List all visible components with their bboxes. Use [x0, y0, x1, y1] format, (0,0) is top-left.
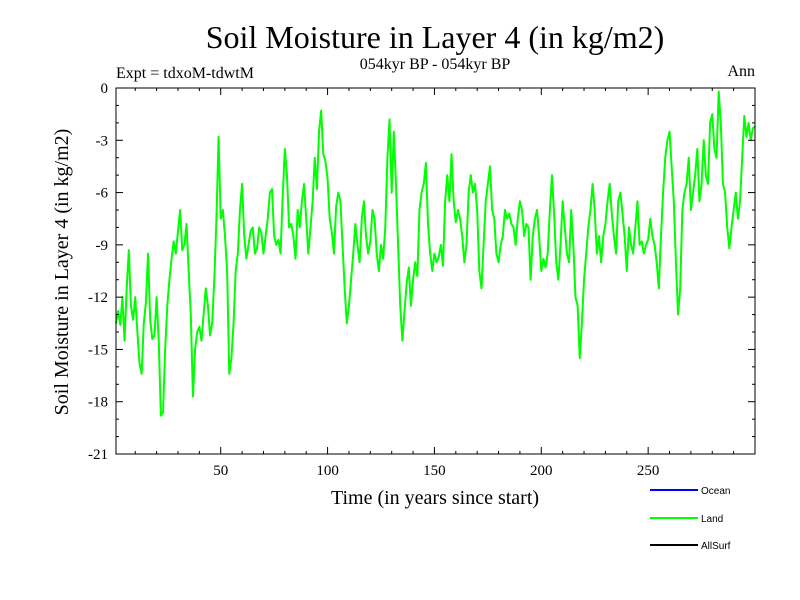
y-tick-label: 0 — [101, 81, 109, 97]
y-tick-label: -9 — [96, 238, 109, 254]
x-tick-label: 50 — [213, 463, 228, 479]
x-tick-label: 200 — [530, 463, 553, 479]
ticks-layer: 0 -3 -6 -9 -12 -15 -18 -21 50 100 150 200 250 — [88, 81, 755, 479]
legend-label-allsurf: AllSurf — [701, 541, 731, 552]
chart-title: Soil Moisture in Layer 4 (in kg/m2) — [206, 19, 665, 55]
x-tick-label: 150 — [423, 463, 446, 479]
y-tick-label: -3 — [96, 133, 109, 149]
legend-label-ocean: Ocean — [701, 486, 730, 497]
chart-subtitle: 054kyr BP - 054kyr BP — [360, 56, 511, 73]
legend-label-land: Land — [701, 514, 723, 525]
legend: Ocean Land AllSurf — [650, 486, 731, 552]
x-tick-label: 250 — [637, 463, 660, 479]
series-line-land — [116, 91, 755, 415]
x-axis-label: Time (in years since start) — [331, 487, 539, 509]
chart: Soil Moisture in Layer 4 (in kg/m2) 054k… — [0, 0, 800, 600]
y-tick-label: -12 — [88, 290, 108, 306]
y-tick-label: -21 — [88, 447, 108, 463]
y-tick-label: -15 — [88, 342, 108, 358]
y-tick-label: -6 — [96, 186, 109, 202]
y-tick-label: -18 — [88, 395, 108, 411]
y-axis-label: Soil Moisture in Layer 4 (in kg/m2) — [51, 129, 73, 416]
x-tick-label: 100 — [316, 463, 339, 479]
series-layer — [116, 91, 755, 415]
season-label: Ann — [727, 63, 755, 80]
experiment-label: Expt = tdxoM-tdwtM — [116, 65, 254, 82]
